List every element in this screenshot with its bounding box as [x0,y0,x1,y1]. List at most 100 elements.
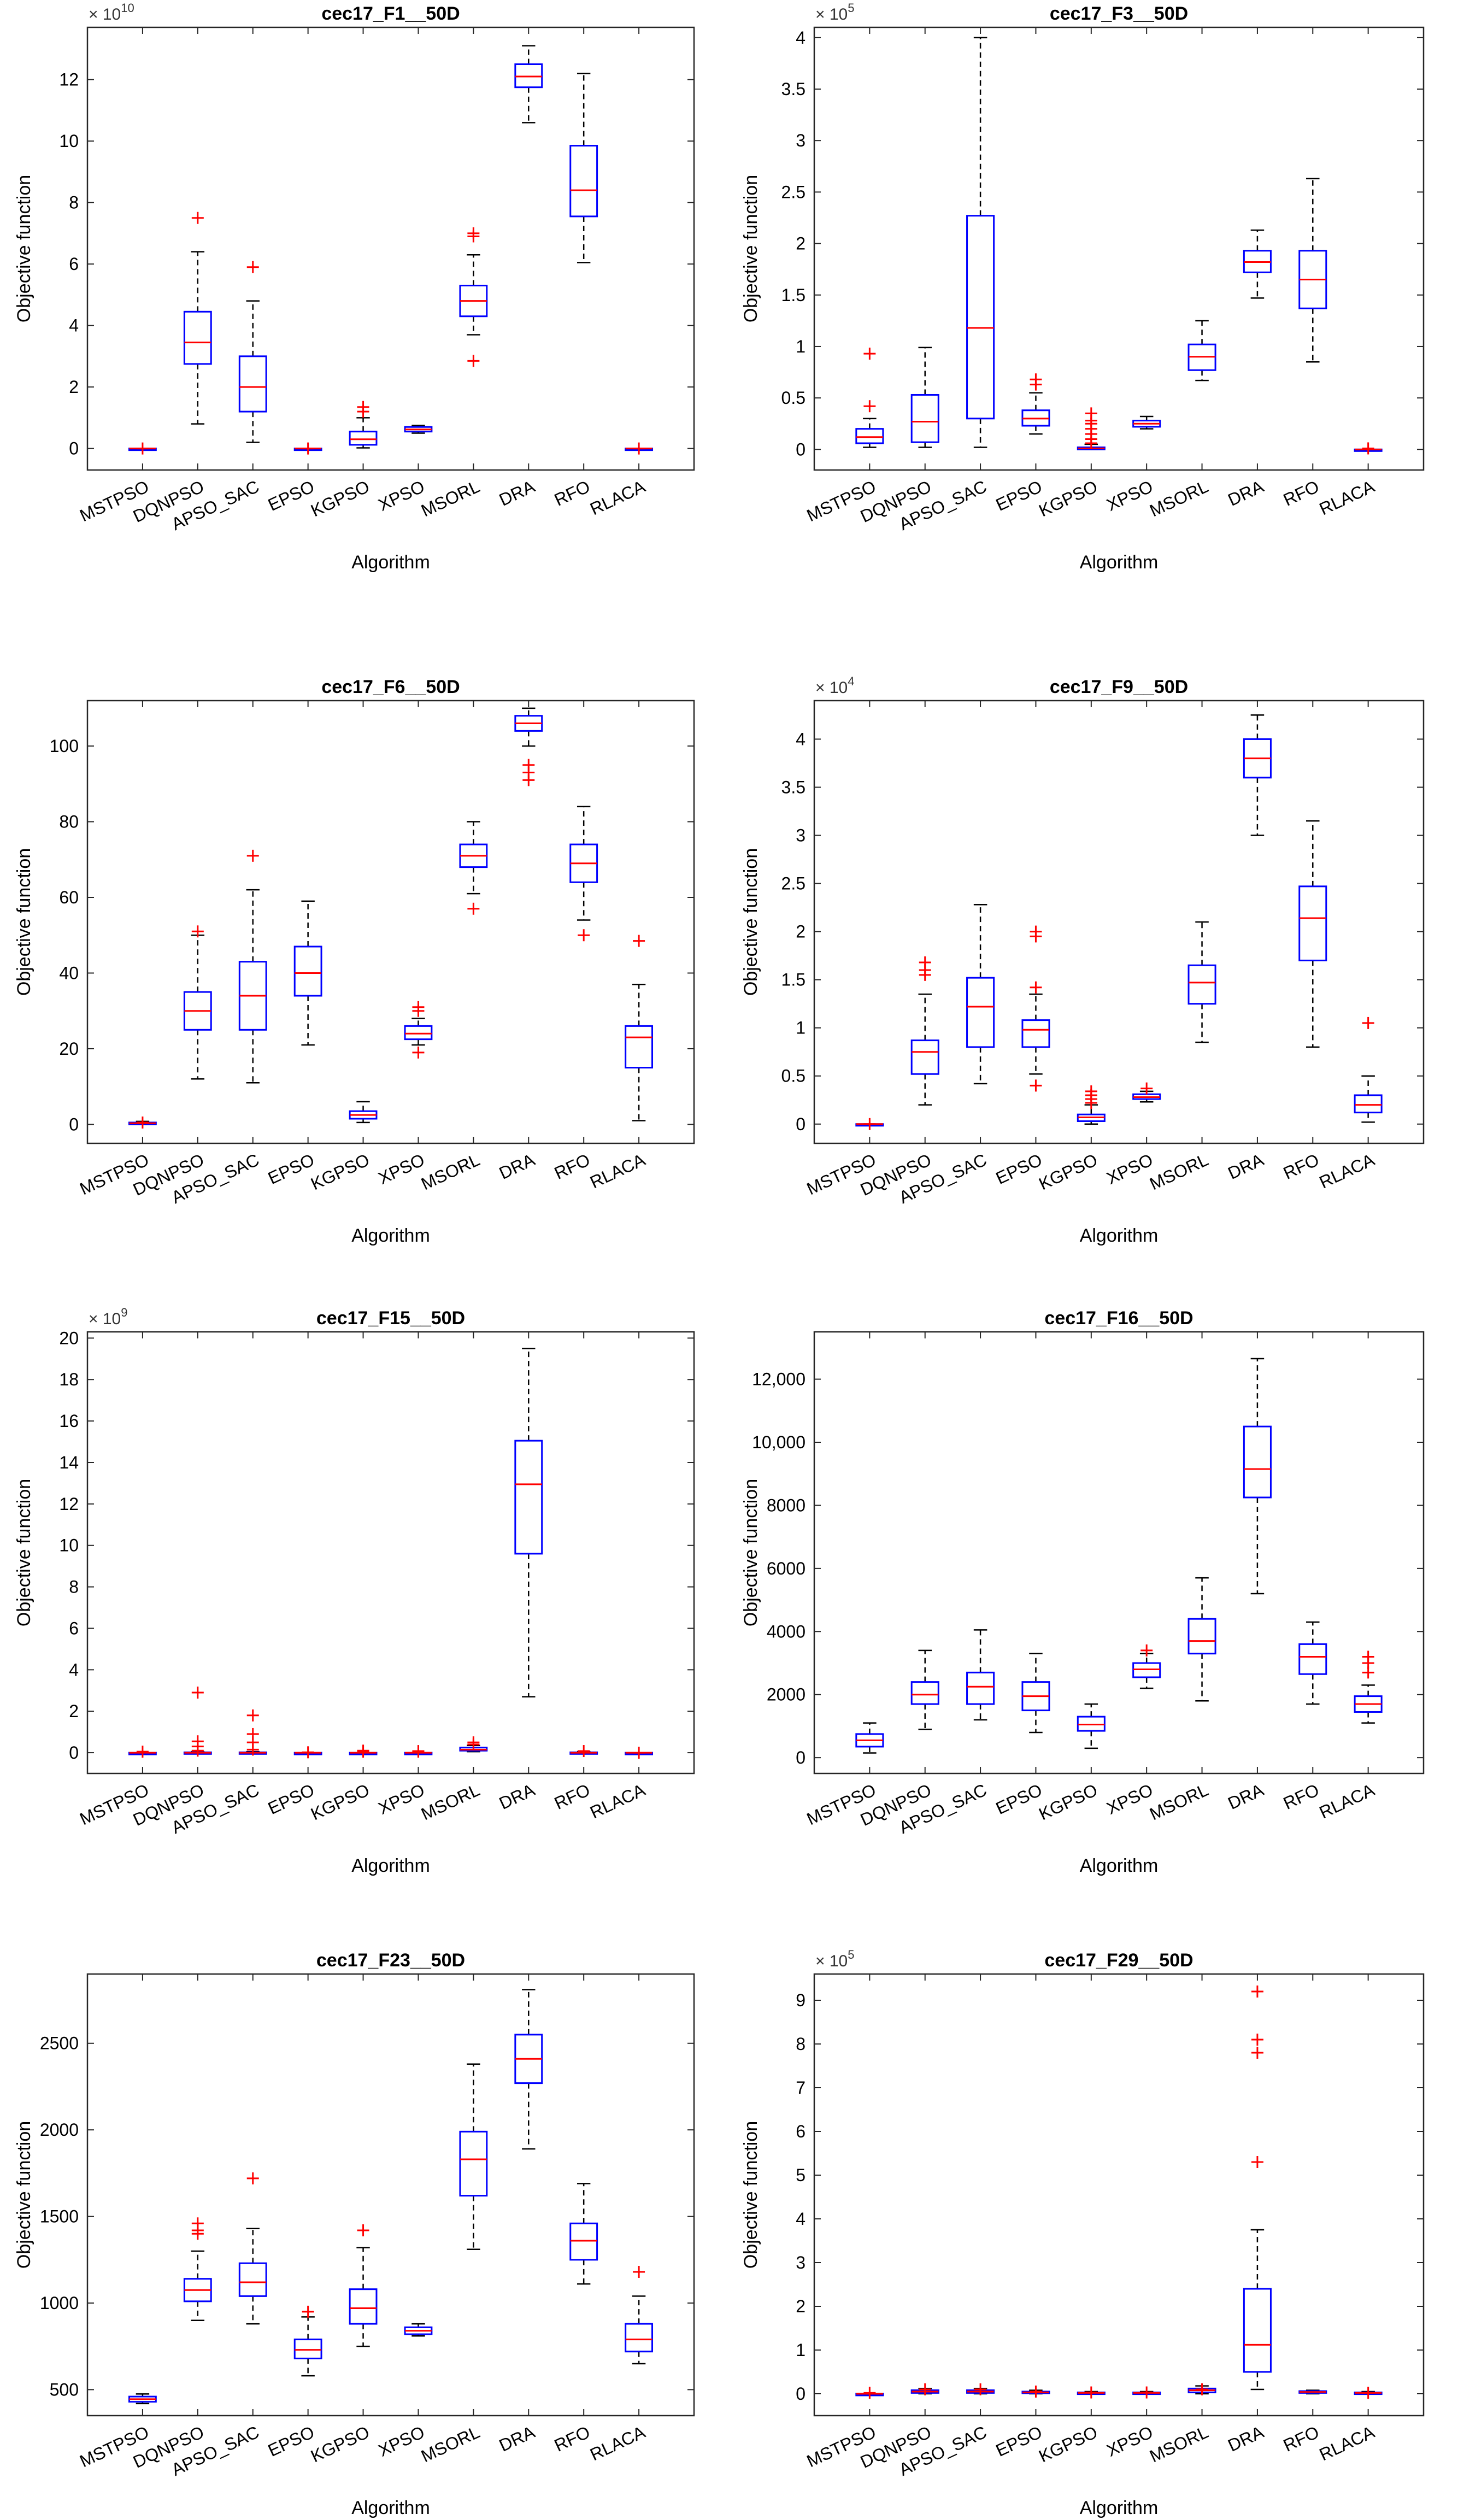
iqr-box [625,1025,654,1069]
y-tick-label: 10,000 [752,1432,806,1452]
outlier-marker [578,1745,590,1758]
outlier-marker [578,929,590,942]
y-tick-label: 3.5 [781,79,806,99]
y-tick-label: 0.5 [781,388,806,408]
iqr-box [855,428,884,444]
x-tick-label: XPSO [375,1150,428,1188]
outlier-marker [1030,925,1042,938]
outlier-marker [1362,2387,1374,2399]
iqr-box [910,393,939,443]
y-axis-label: Objective function [740,2121,761,2269]
x-tick-label: RLACA [587,476,649,519]
box-DQNPSO [910,2383,939,2395]
box-DQNPSO [183,2217,212,2321]
box-RFO [569,73,598,263]
y-tick-label: 3 [796,826,806,845]
y-tick-label: 4 [69,1660,79,1679]
box-XPSO [1132,1082,1161,1103]
y-tick-label: 3 [796,131,806,150]
x-tick-label: RFO [551,1150,593,1183]
box-MSTPSO [128,1746,157,1758]
exponent-power: 10 [121,1,134,15]
x-axis-label: Algorithm [1080,1225,1159,1246]
exponent-label: × 109 [89,1306,127,1328]
outlier-marker [1140,1082,1153,1095]
y-tick-label: 6 [796,2122,806,2141]
box-KGPSO [1077,2386,1106,2399]
x-axis-label: Algorithm [351,1855,430,1876]
box-RFO [569,1745,598,1758]
x-axis-label: Algorithm [1080,552,1159,573]
box-MSORL [459,227,488,367]
outlier-marker [191,1687,204,1699]
box-RLACA [1354,2387,1383,2399]
outlier-marker [919,956,931,968]
y-tick-label: 6000 [767,1559,806,1578]
x-tick-label: RLACA [587,1149,649,1192]
x-axis-label: Algorithm [1080,2498,1159,2518]
box-DQNPSO [910,956,939,1106]
box-RFO [1298,2389,1327,2395]
x-axis-label: Algorithm [351,552,430,573]
y-axis-label: Objective function [14,175,34,322]
outlier-marker [1251,2047,1263,2059]
box-DQNPSO [183,1687,212,1757]
exponent-power: 9 [121,1306,127,1319]
x-tick-label: XPSO [375,477,428,515]
axes-frame [86,26,695,471]
outlier-marker [246,1728,259,1740]
y-tick-label: 12,000 [752,1370,806,1389]
box-MSORL [1187,2383,1216,2395]
x-tick-label: RLACA [1316,2422,1378,2464]
outlier-marker [1140,1644,1153,1656]
y-tick-label: 20 [59,1039,79,1059]
y-axis-label: Objective function [14,2121,34,2269]
x-tick-label: MSORL [418,2422,483,2466]
outlier-marker [633,935,645,947]
box-XPSO [404,1001,433,1059]
exponent-power: 4 [848,674,854,688]
y-tick-label: 0.5 [781,1066,806,1086]
chart-panel-3: cec17_F6__50D020406080100MSTPSODQNPSOAPS… [14,677,695,1246]
y-tick-label: 2 [69,377,79,397]
iqr-box [183,310,212,365]
box-XPSO [404,2323,433,2337]
box-KGPSO [349,1744,378,1758]
y-tick-label: 1000 [40,2293,79,2313]
outlier-marker [1196,2383,1208,2395]
iqr-box [625,2323,654,2353]
exponent-power: 5 [848,1,854,15]
box-DQNPSO [910,346,939,448]
x-tick-label: EPSO [993,1150,1045,1188]
iqr-box [404,1025,433,1041]
outlier-marker [1085,407,1097,420]
chart-title: cec17_F29__50D [1044,1950,1193,1971]
x-tick-label: MSORL [1147,477,1211,521]
iqr-box [1298,1643,1327,1675]
x-tick-label: DRA [1225,1779,1267,1813]
outlier-marker [1030,2386,1042,2398]
box-MSTPSO [128,442,157,455]
y-tick-label: 9 [796,1990,806,2010]
box-MSORL [459,1736,488,1753]
x-tick-label: XPSO [1103,1780,1156,1818]
outlier-marker [191,925,204,938]
x-tick-label: KGPSO [1036,477,1100,521]
y-tick-label: 12 [59,70,79,90]
box-EPSO [293,442,322,455]
y-tick-label: 2.5 [781,874,806,894]
x-tick-label: XPSO [1103,1150,1156,1188]
box-MSTPSO [855,2387,884,2399]
box-RFO [569,2183,598,2285]
box-RFO [1298,820,1327,1048]
box-APSO_SAC [966,37,995,448]
outlier-marker [302,1746,314,1759]
x-tick-label: DRA [1225,476,1267,509]
outlier-marker [1362,1650,1374,1663]
box-APSO_SAC [966,1629,995,1721]
chart-title: cec17_F15__50D [316,1308,465,1329]
outlier-marker [1251,2034,1263,2046]
y-tick-label: 2 [796,234,806,254]
outlier-marker [1251,2156,1263,2168]
